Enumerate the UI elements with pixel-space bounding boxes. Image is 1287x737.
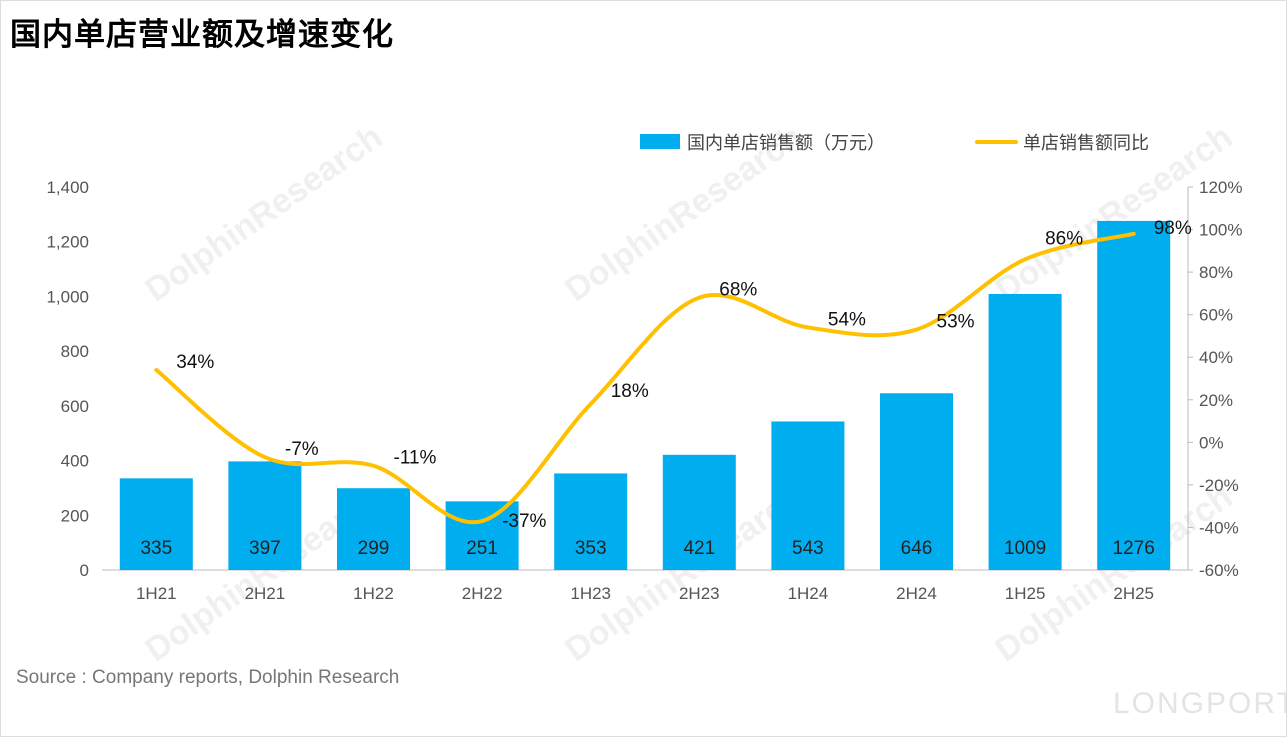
line-data-label: 98% bbox=[1154, 218, 1192, 239]
bar bbox=[554, 473, 628, 570]
bar-data-label: 646 bbox=[901, 538, 933, 559]
left-tick-label: 800 bbox=[61, 342, 89, 361]
line-data-label: 54% bbox=[828, 309, 866, 330]
bar-data-label: 251 bbox=[466, 538, 498, 559]
bar-data-label: 299 bbox=[358, 538, 390, 559]
brand-logo: LONGPORT bbox=[1113, 687, 1287, 720]
legend-bar-swatch bbox=[640, 134, 680, 149]
bar-data-label: 397 bbox=[249, 538, 281, 559]
right-tick-label: 20% bbox=[1199, 391, 1233, 410]
line-data-label: 34% bbox=[176, 352, 214, 373]
x-tick-label: 1H22 bbox=[353, 584, 394, 603]
bar bbox=[228, 461, 302, 570]
left-tick-label: 200 bbox=[61, 506, 89, 525]
x-tick-label: 1H21 bbox=[136, 584, 177, 603]
x-tick-label: 1H25 bbox=[1005, 584, 1046, 603]
bar-data-label: 421 bbox=[683, 538, 715, 559]
left-tick-label: 0 bbox=[80, 561, 89, 580]
bar-data-label: 1276 bbox=[1113, 538, 1155, 559]
bar-data-label: 353 bbox=[575, 538, 607, 559]
x-tick-label: 2H24 bbox=[896, 584, 937, 603]
chart-title: 国内单店营业额及增速变化 bbox=[10, 17, 394, 53]
x-tick-label: 1H24 bbox=[788, 584, 829, 603]
bar bbox=[662, 454, 736, 570]
line-data-label: 18% bbox=[611, 381, 649, 402]
legend-line-label: 单店销售额同比 bbox=[1023, 133, 1149, 154]
bar-data-label: 543 bbox=[792, 538, 824, 559]
bar bbox=[771, 421, 845, 570]
x-tick-label: 2H23 bbox=[679, 584, 720, 603]
left-tick-label: 1,000 bbox=[46, 287, 89, 306]
line-data-label: 68% bbox=[719, 280, 757, 301]
line-data-label: -7% bbox=[285, 439, 319, 460]
left-tick-label: 1,200 bbox=[46, 233, 89, 252]
right-tick-label: -40% bbox=[1199, 518, 1239, 537]
line-data-label: -37% bbox=[502, 511, 546, 532]
right-tick-label: 40% bbox=[1199, 348, 1233, 367]
line-series bbox=[154, 231, 1136, 525]
right-tick-label: 120% bbox=[1199, 178, 1242, 197]
bar bbox=[337, 488, 410, 570]
right-tick-label: -20% bbox=[1199, 476, 1239, 495]
bar bbox=[445, 501, 519, 570]
x-tick-label: 1H23 bbox=[570, 584, 611, 603]
watermark: DolphinResearch bbox=[138, 118, 389, 310]
bar bbox=[119, 478, 193, 570]
left-tick-label: 1,400 bbox=[46, 178, 89, 197]
line-data-label: -11% bbox=[394, 448, 437, 469]
bar-data-label: 1009 bbox=[1004, 538, 1046, 559]
right-tick-label: 0% bbox=[1199, 433, 1224, 452]
x-tick-label: 2H22 bbox=[462, 584, 503, 603]
x-tick-label: 2H21 bbox=[245, 584, 286, 603]
bar bbox=[1097, 220, 1171, 570]
left-tick-label: 400 bbox=[61, 452, 89, 471]
line-data-label: 86% bbox=[1045, 228, 1083, 249]
bar-data-label: 335 bbox=[140, 538, 172, 559]
source-note: Source : Company reports, Dolphin Resear… bbox=[16, 667, 400, 688]
line-data-label: 53% bbox=[937, 312, 975, 333]
left-tick-label: 600 bbox=[61, 397, 89, 416]
bar bbox=[880, 393, 953, 570]
legend-bar-label: 国内单店销售额（万元） bbox=[687, 133, 885, 154]
right-tick-label: 60% bbox=[1199, 306, 1233, 325]
right-tick-label: 100% bbox=[1199, 221, 1242, 240]
x-tick-label: 2H25 bbox=[1113, 584, 1154, 603]
bar bbox=[988, 293, 1062, 570]
right-tick-label: -60% bbox=[1199, 561, 1239, 580]
right-tick-label: 80% bbox=[1199, 263, 1233, 282]
